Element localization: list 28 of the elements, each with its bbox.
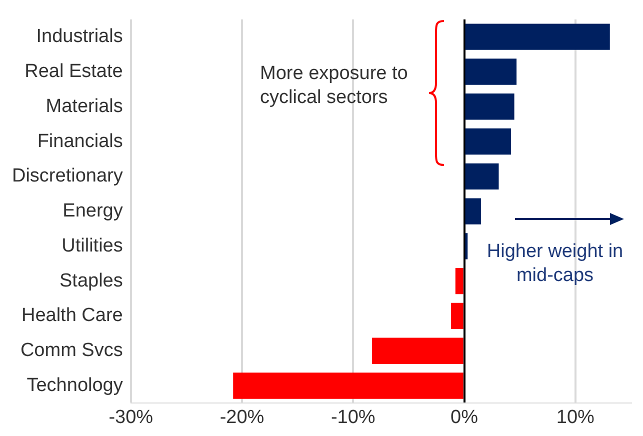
y-tick-label: Technology <box>26 374 124 396</box>
bar <box>465 58 517 85</box>
y-tick-label: Staples <box>59 270 123 292</box>
x-tick-label: -10% <box>330 406 376 428</box>
bar <box>455 268 464 294</box>
y-tick-label: Energy <box>62 200 124 222</box>
y-tick-label: Financials <box>37 130 123 152</box>
bar <box>465 163 499 190</box>
x-tick-label: 0% <box>450 406 478 428</box>
bar <box>450 302 464 330</box>
x-tick-label: -20% <box>220 406 264 428</box>
x-tick-label: 10% <box>556 406 595 428</box>
y-tick-label: Materials <box>46 96 123 117</box>
bar <box>465 24 610 50</box>
bar <box>233 372 464 399</box>
y-tick-label: Comm Svcs <box>20 340 123 362</box>
y-tick-label: Real Estate <box>24 60 123 82</box>
y-tick-label: Health Care <box>21 305 123 326</box>
bar <box>465 198 481 224</box>
y-tick-label: Utilities <box>62 235 123 256</box>
bar <box>465 128 511 155</box>
y-tick-label: Discretionary <box>12 166 124 187</box>
bar <box>465 94 514 120</box>
y-tick-label: Industrials <box>36 26 123 48</box>
x-tick-label: -30% <box>108 406 154 428</box>
annotation: Higher weight in mid-caps <box>486 240 624 288</box>
bar <box>372 338 464 364</box>
annotation: More exposure to cyclical sectors <box>260 62 409 110</box>
